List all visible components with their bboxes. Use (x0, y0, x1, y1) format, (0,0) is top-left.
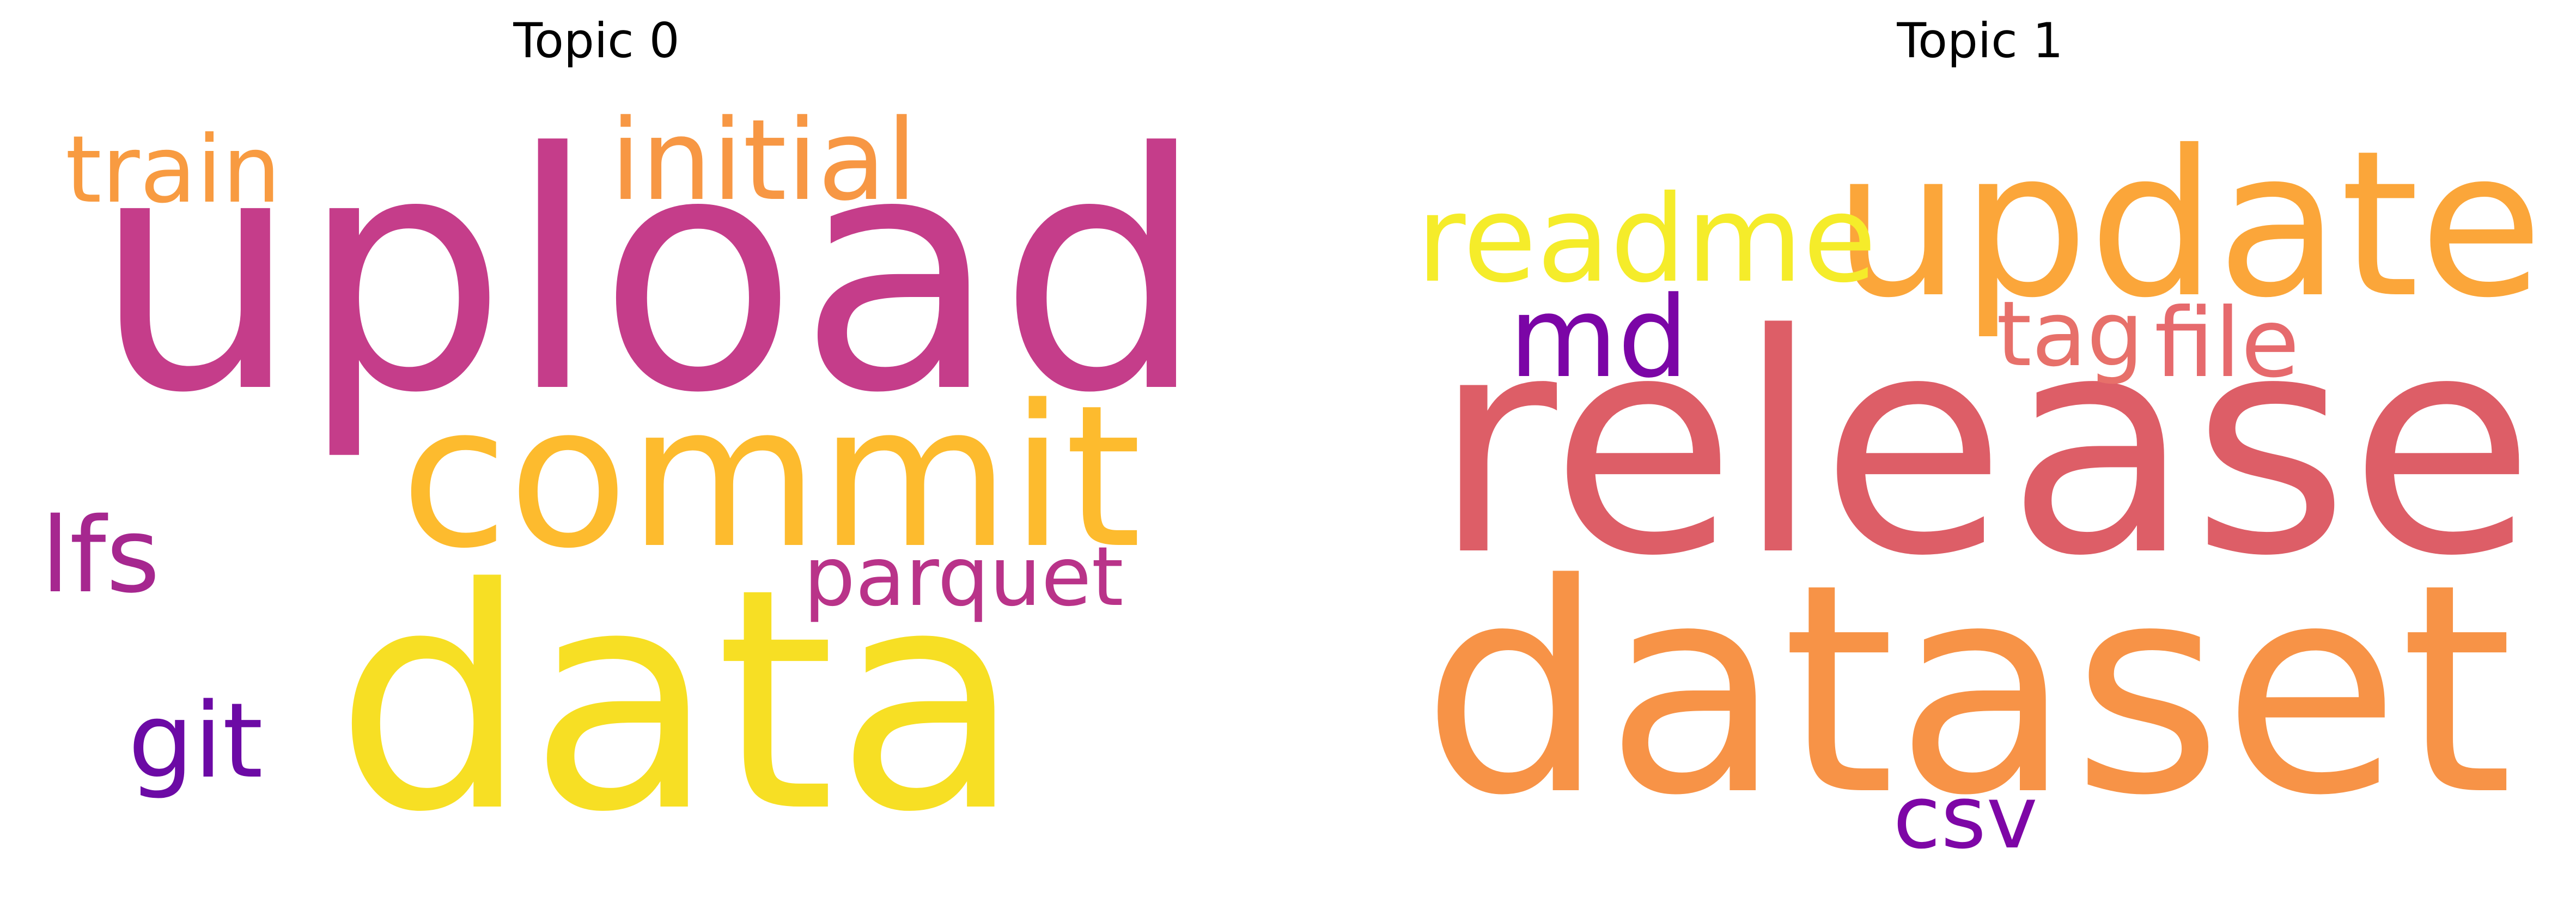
topic-0-word-git: git (128, 681, 263, 801)
topic-0-word-commit: commit (400, 363, 1142, 591)
topic-1-title: Topic 1 (1896, 13, 2063, 69)
topic-1-word-update: update (1833, 108, 2543, 342)
topic-1-word-dataset: dataset (1422, 522, 2513, 858)
topic-0-word-initial: initial (610, 96, 917, 226)
topic-0-word-upload: upload (93, 83, 1205, 464)
topic-1-word-file: file (2154, 288, 2300, 399)
topic-0-title: Topic 0 (513, 13, 679, 69)
topic-1-word-release: release (1433, 270, 2535, 622)
topic-0-word-train: train (65, 116, 281, 224)
topic-0-panel: Topic 0 upload data commit initial train… (41, 13, 1205, 879)
topic-1-panel: Topic 1 release dataset update readme md… (1416, 13, 2543, 868)
topic-1-word-readme: readme (1416, 169, 1877, 309)
topic-1-word-tag: tag (1996, 282, 2144, 386)
topic-0-word-lfs: lfs (41, 495, 160, 616)
topic-1-word-md: md (1509, 273, 1689, 403)
topic-0-word-data: data (335, 524, 1022, 879)
topic-0-word-parquet: parquet (803, 530, 1124, 625)
topic-1-word-csv: csv (1893, 766, 2038, 868)
